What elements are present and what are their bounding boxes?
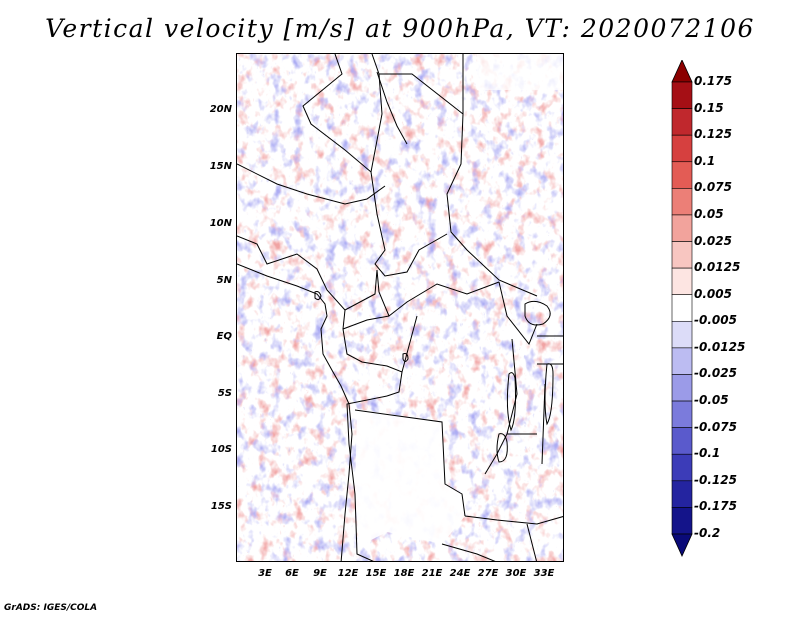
lat-label: 5S <box>217 388 232 399</box>
map-title: Vertical velocity [m/s] at 900hPa, VT: 2… <box>45 14 755 43</box>
lon-label: 12E <box>337 568 359 579</box>
velocity-field-map <box>237 54 563 561</box>
lon-label: 33E <box>533 568 555 579</box>
colorbar-segment <box>671 81 693 109</box>
colorbar-segment <box>671 427 693 455</box>
lon-label: 3E <box>258 568 272 579</box>
colorbar-label: -0.05 <box>694 393 729 408</box>
country-borders <box>237 54 563 561</box>
colorbar-segment <box>671 241 693 269</box>
colorbar-segment <box>671 214 693 242</box>
colorbar-segment <box>671 320 693 349</box>
colorbar-segment <box>671 480 693 508</box>
colorbar-label: 0.175 <box>694 74 732 88</box>
lon-label: 27E <box>477 568 499 579</box>
colorbar-segment <box>671 294 693 322</box>
lon-label: 21E <box>421 568 443 579</box>
map-panel <box>236 53 564 562</box>
colorbar-label: -0.075 <box>694 419 737 434</box>
colorbar-label: 0.1 <box>694 153 716 168</box>
lat-label: 10N <box>209 218 232 229</box>
lon-label: 18E <box>393 568 415 579</box>
lat-label: EQ <box>216 331 232 342</box>
colorbar-label: 0.0125 <box>694 260 741 275</box>
colorbar-segment <box>671 134 693 163</box>
colorbar-segment <box>671 347 693 375</box>
colorbar-label: -0.025 <box>694 366 737 381</box>
colorbar-cap-bottom <box>671 533 693 557</box>
colorbar-segment <box>671 453 693 482</box>
colorbar-segment <box>671 400 693 428</box>
lat-label: 10S <box>210 444 232 455</box>
colorbar-label: -0.175 <box>694 499 737 514</box>
colorbar-segment <box>671 374 693 402</box>
colorbar-label: -0.0125 <box>694 339 746 354</box>
colorbar-segment <box>671 507 693 535</box>
colorbar <box>671 60 693 557</box>
colorbar-cap-top <box>671 60 693 83</box>
colorbar-segment <box>671 161 693 189</box>
colorbar-label: -0.1 <box>694 446 721 461</box>
colorbar-label: 0.025 <box>694 233 732 248</box>
blank-region <box>355 409 465 546</box>
colorbar-label: 0.075 <box>694 180 732 195</box>
colorbar-label: -0.005 <box>694 313 737 328</box>
colorbar-segment <box>671 188 693 216</box>
colorbar-label: 0.15 <box>694 100 724 115</box>
coastline <box>237 263 353 561</box>
colorbar-label: 0.125 <box>694 127 732 142</box>
lakes <box>314 291 554 463</box>
colorbar-label: 0.005 <box>694 286 732 301</box>
lon-label: 24E <box>449 568 471 579</box>
lon-label: 15E <box>365 568 387 579</box>
lon-label: 6E <box>285 568 299 579</box>
blank-region-northeast <box>477 54 563 90</box>
lon-label: 9E <box>313 568 327 579</box>
colorbar-label: -0.125 <box>694 472 737 487</box>
credit-text: GrADS: IGES/COLA <box>4 603 98 613</box>
lat-label: 20N <box>209 104 232 115</box>
lon-label: 30E <box>505 568 527 579</box>
lat-label: 5N <box>216 275 232 286</box>
lat-label: 15N <box>209 161 232 172</box>
colorbar-label: 0.05 <box>694 206 724 221</box>
lat-label: 15S <box>210 501 232 512</box>
colorbar-segment <box>671 267 693 296</box>
colorbar-label: -0.2 <box>694 526 721 540</box>
colorbar-segment <box>671 108 693 136</box>
